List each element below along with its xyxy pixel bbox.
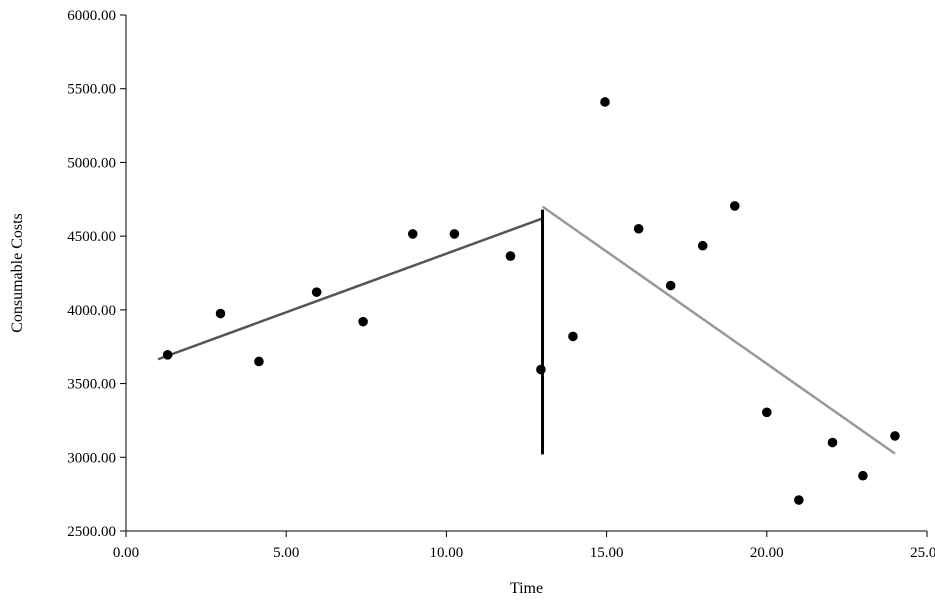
data-point <box>254 356 264 367</box>
trend-line-pre <box>157 217 543 361</box>
y-tick-label: 4000.00 <box>67 303 116 319</box>
data-point <box>762 407 772 418</box>
x-ticks: 0.00 5.00 10.00 15.00 20.00 25.00 <box>113 531 935 561</box>
data-point <box>665 280 676 291</box>
data-point <box>633 223 644 234</box>
data-point <box>215 308 226 319</box>
data-point <box>794 495 804 505</box>
data-point <box>827 437 838 448</box>
x-tick-label: 20.00 <box>750 545 784 561</box>
data-points <box>162 97 900 505</box>
data-point <box>729 201 740 211</box>
x-tick-label: 25.00 <box>910 545 935 561</box>
axes <box>125 15 927 532</box>
y-tick-label: 6000.00 <box>67 8 116 24</box>
data-point <box>311 287 322 297</box>
data-point <box>358 316 368 327</box>
y-tick-label: 3500.00 <box>67 377 116 393</box>
data-point <box>697 240 708 251</box>
x-axis-title: Time <box>510 580 543 597</box>
y-tick-label: 4500.00 <box>67 229 116 245</box>
data-point <box>600 97 610 107</box>
data-point <box>858 470 868 481</box>
y-ticks: 2500.00 3000.00 3500.00 4000.00 4500.00 5000.… <box>67 8 126 540</box>
trend-line-post <box>541 205 896 455</box>
x-tick-label: 15.00 <box>590 545 624 561</box>
x-tick-label: 10.00 <box>430 545 464 561</box>
trend-lines <box>157 205 896 455</box>
data-point <box>890 431 900 441</box>
y-axis-title: Consumable Costs <box>9 213 26 333</box>
x-tick-label: 5.00 <box>273 545 299 561</box>
y-tick-label: 5500.00 <box>67 82 116 98</box>
x-tick-label: 0.00 <box>113 545 139 561</box>
data-point <box>505 251 516 261</box>
data-point <box>407 229 418 239</box>
data-point <box>162 350 173 360</box>
data-point <box>536 364 546 375</box>
data-point <box>449 229 460 239</box>
y-tick-label: 5000.00 <box>67 155 116 171</box>
y-tick-label: 3000.00 <box>67 450 116 466</box>
y-tick-label: 2500.00 <box>67 524 116 540</box>
data-point <box>568 331 578 342</box>
